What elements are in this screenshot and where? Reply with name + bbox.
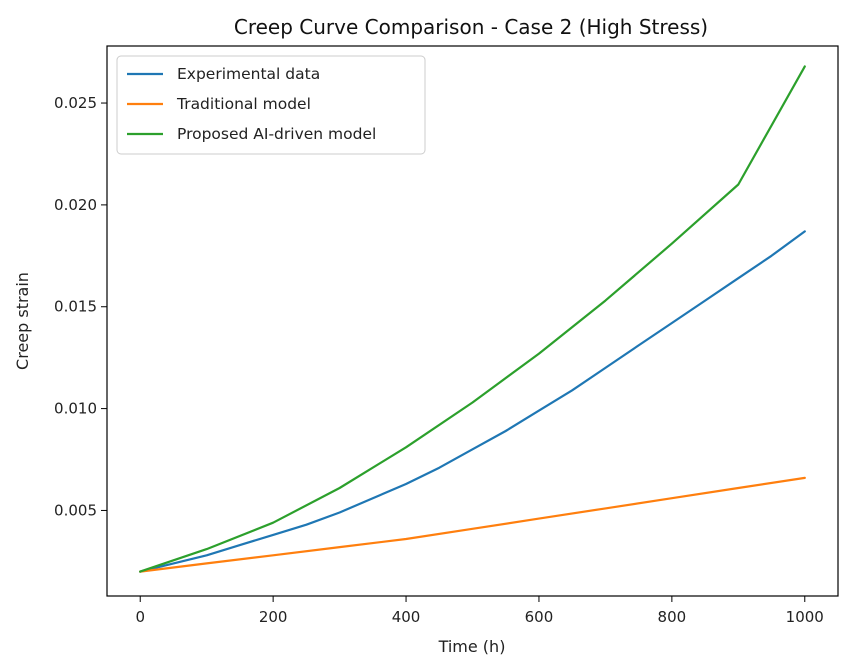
legend-box <box>116 55 426 155</box>
y-tick-label: 0.015 <box>54 298 97 316</box>
x-tick-label: 600 <box>525 608 554 626</box>
plot-frame <box>106 45 839 597</box>
legend-label-1: Experimental data <box>177 65 320 83</box>
x-tick-label: 800 <box>658 608 687 626</box>
series-line-2 <box>139 476 806 573</box>
chart-title: Creep Curve Comparison - Case 2 (High St… <box>234 15 708 39</box>
series-line-1 <box>139 230 806 573</box>
x-tick-label: 1000 <box>786 608 824 626</box>
x-axis-label: Time (h) <box>438 637 506 656</box>
x-tick-label: 400 <box>392 608 421 626</box>
x-tick-label: 200 <box>259 608 288 626</box>
y-tick-label: 0.005 <box>54 501 97 519</box>
y-axis-label: Creep strain <box>13 272 32 370</box>
legend-label-2: Traditional model <box>176 95 311 113</box>
legend: Experimental data Traditional model Propos… <box>116 55 426 155</box>
axes: 0 200 400 600 800 1000 0.005 0.010 0.015 0.020 0.0… <box>54 94 824 626</box>
y-tick-label: 0.010 <box>54 400 97 418</box>
legend-label-3: Proposed AI-driven model <box>177 125 376 143</box>
x-tick-label: 0 <box>135 608 145 626</box>
series-line-3 <box>139 65 806 573</box>
y-tick-label: 0.025 <box>54 94 97 112</box>
plot-area <box>139 65 806 573</box>
y-tick-label: 0.020 <box>54 196 97 214</box>
